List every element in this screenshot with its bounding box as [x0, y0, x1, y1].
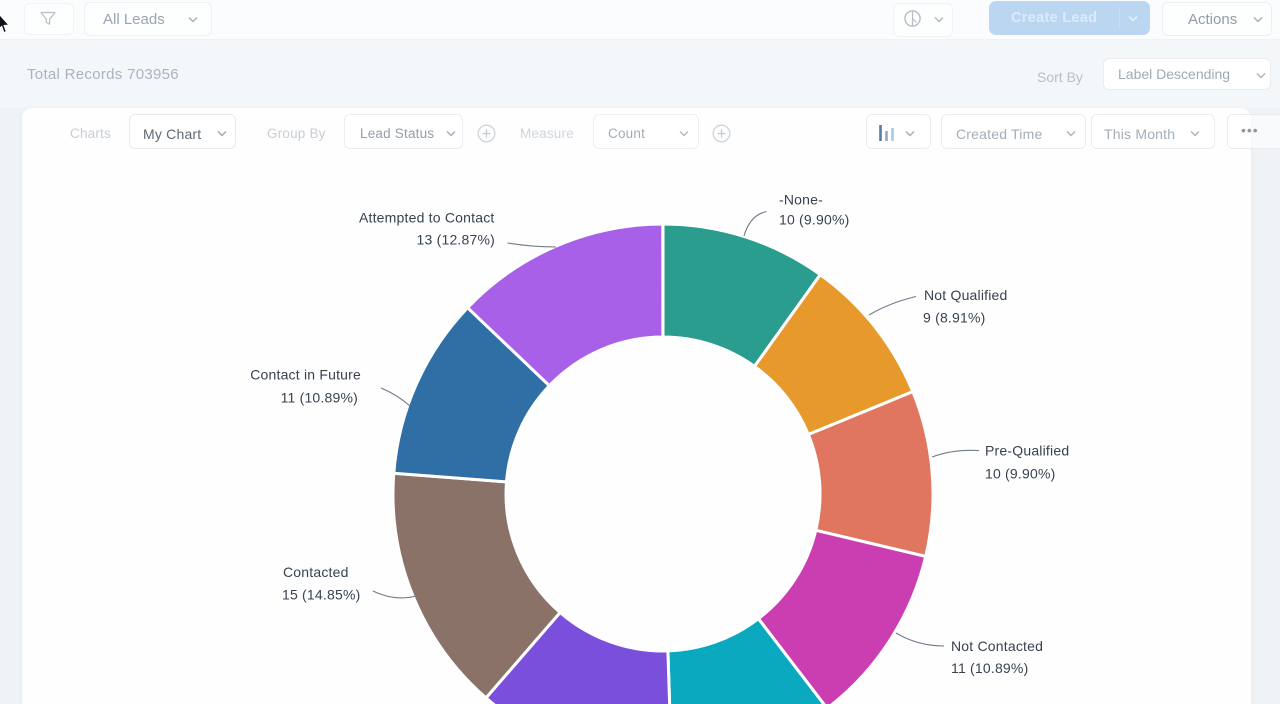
- svg-text:Contacted: Contacted: [283, 564, 349, 580]
- svg-text:Contact in Future: Contact in Future: [250, 367, 361, 383]
- svg-text:15 (14.85%): 15 (14.85%): [282, 587, 360, 603]
- svg-text:9 (8.91%): 9 (8.91%): [923, 310, 986, 326]
- svg-text:10 (9.90%): 10 (9.90%): [779, 212, 849, 228]
- svg-text:-None-: -None-: [779, 192, 823, 208]
- svg-text:13 (12.87%): 13 (12.87%): [417, 232, 495, 248]
- svg-text:Attempted to Contact: Attempted to Contact: [359, 210, 495, 226]
- svg-text:11 (10.89%): 11 (10.89%): [951, 660, 1028, 676]
- svg-text:Not Contacted: Not Contacted: [951, 638, 1043, 654]
- svg-text:Pre-Qualified: Pre-Qualified: [985, 443, 1069, 459]
- svg-text:10 (9.90%): 10 (9.90%): [985, 466, 1055, 482]
- svg-text:11 (10.89%): 11 (10.89%): [281, 390, 358, 406]
- svg-text:Not Qualified: Not Qualified: [924, 287, 1008, 303]
